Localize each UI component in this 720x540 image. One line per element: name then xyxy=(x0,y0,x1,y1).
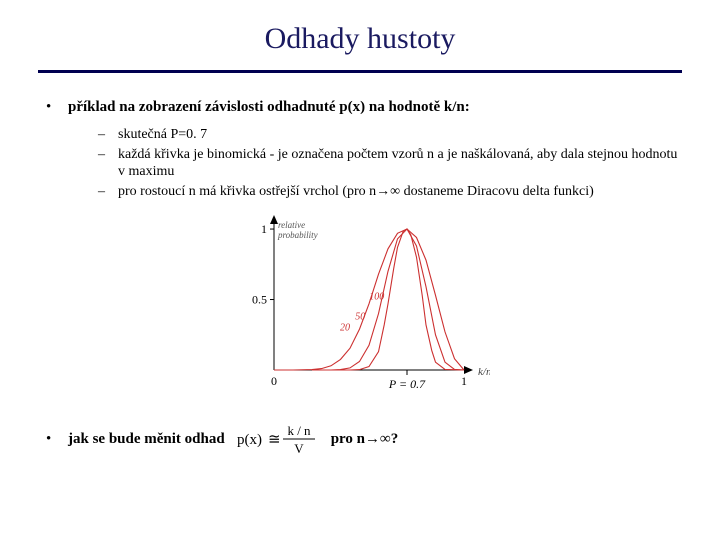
question-right: pro n→∞? xyxy=(331,431,399,448)
main-bullet-text: příklad na zobrazení závislosti odhadnut… xyxy=(68,99,470,116)
dash-icon: – xyxy=(98,126,118,144)
main-bullet: • příklad na zobrazení závislosti odhadn… xyxy=(40,99,680,116)
binomial-curves-chart: relativeprobability 1 0.5 0 P = 0.7 1 k/n 20 50 1… xyxy=(230,210,490,400)
question-left: jak se bude měnit odhad xyxy=(68,431,225,448)
bullet-dot-icon: • xyxy=(40,99,68,116)
svg-text:1: 1 xyxy=(261,222,267,236)
formula: p(x) ≅ k / n V xyxy=(235,419,321,459)
svg-text:1: 1 xyxy=(461,374,467,388)
content-area: • příklad na zobrazení závislosti odhadn… xyxy=(0,73,720,405)
svg-text:0: 0 xyxy=(271,374,277,388)
sub-bullet-1: – skutečná P=0. 7 xyxy=(98,126,680,144)
dash-icon: – xyxy=(98,183,118,201)
svg-text:20: 20 xyxy=(340,323,350,334)
svg-text:probability: probability xyxy=(277,230,318,240)
question-bullet: • jak se bude měnit odhad p(x) ≅ k / n V pr… xyxy=(0,419,720,459)
svg-text:P = 0.7: P = 0.7 xyxy=(388,377,426,391)
svg-text:≅: ≅ xyxy=(268,432,281,448)
svg-text:0.5: 0.5 xyxy=(252,293,267,307)
svg-text:100: 100 xyxy=(369,292,384,303)
svg-text:k / n: k / n xyxy=(287,423,311,438)
sub-bullet-3-text: pro rostoucí n má křivka ostřejší vrchol… xyxy=(118,183,594,201)
svg-text:relative: relative xyxy=(278,220,305,230)
dash-icon: – xyxy=(98,146,118,181)
sub-bullet-list: – skutečná P=0. 7 – každá křivka je bino… xyxy=(40,126,680,200)
chart-container: relativeprobability 1 0.5 0 P = 0.7 1 k/n 20 50 1… xyxy=(40,210,680,405)
sub-bullet-3: – pro rostoucí n má křivka ostřejší vrch… xyxy=(98,183,680,201)
sub-bullet-2-text: každá křivka je binomická - je označena … xyxy=(118,146,680,181)
svg-text:p(x): p(x) xyxy=(237,432,262,448)
svg-text:50: 50 xyxy=(355,311,365,322)
bullet-dot-icon: • xyxy=(40,431,68,448)
svg-text:V: V xyxy=(294,441,304,456)
slide-title: Odhady hustoty xyxy=(0,0,720,56)
sub-bullet-2: – každá křivka je binomická - je označen… xyxy=(98,146,680,181)
svg-text:k/n: k/n xyxy=(478,366,490,378)
sub-bullet-1-text: skutečná P=0. 7 xyxy=(118,126,207,144)
